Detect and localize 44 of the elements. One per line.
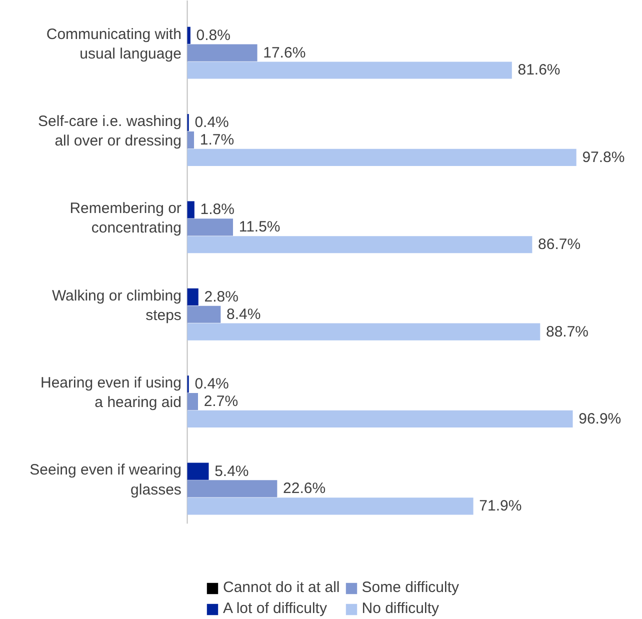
legend-label: Some difficulty: [362, 579, 460, 596]
data-label: 0.4%: [194, 114, 229, 132]
bar: [187, 62, 512, 79]
data-label: 1.8%: [200, 201, 234, 218]
y-tick-label: Walking or climbing steps: [52, 287, 182, 324]
y-tick-label: Seeing even if wearing glasses: [30, 462, 182, 498]
data-label: 2.7%: [204, 393, 238, 410]
legend-label: No difficulty: [362, 600, 440, 617]
data-label: 5.4%: [214, 462, 249, 480]
y-tick-label: Communicating with usual language: [46, 26, 182, 62]
bar: [187, 218, 234, 236]
data-label: 22.6%: [283, 480, 326, 498]
data-label: 0.8%: [196, 26, 230, 44]
legend-label: A lot of difficulty: [223, 600, 327, 617]
data-label: 0.4%: [194, 376, 229, 393]
data-label: 71.9%: [479, 498, 522, 515]
y-tick-label: Self-care i.e. washing all over or dressing: [38, 113, 182, 150]
bar: [187, 323, 540, 340]
bar: [187, 201, 194, 218]
bar: [187, 26, 190, 44]
data-label: 97.8%: [582, 148, 625, 166]
bar: [187, 236, 532, 254]
bar: [187, 131, 194, 149]
y-tick-label: Remembering or concentrating: [70, 200, 182, 237]
data-label: 2.8%: [204, 288, 238, 306]
data-label: 17.6%: [263, 44, 306, 62]
bar: [187, 480, 278, 498]
data-label: 86.7%: [538, 236, 581, 254]
data-label: 1.7%: [200, 131, 234, 148]
data-label: 88.7%: [546, 323, 589, 340]
bar: [187, 498, 474, 515]
data-label: 96.9%: [578, 410, 622, 428]
bar: [187, 148, 576, 166]
bar: [187, 393, 198, 410]
bar: [187, 44, 258, 62]
bar: [187, 462, 209, 480]
bar: [187, 410, 573, 428]
data-label: 81.6%: [518, 62, 560, 79]
y-tick-label: Hearing even if using a hearing aid: [40, 374, 182, 412]
data-label: 8.4%: [226, 306, 261, 323]
bar: [187, 288, 198, 306]
data-label: 11.5%: [238, 218, 280, 236]
legend-label: Cannot do it at all: [223, 579, 340, 596]
bar: [187, 306, 221, 323]
